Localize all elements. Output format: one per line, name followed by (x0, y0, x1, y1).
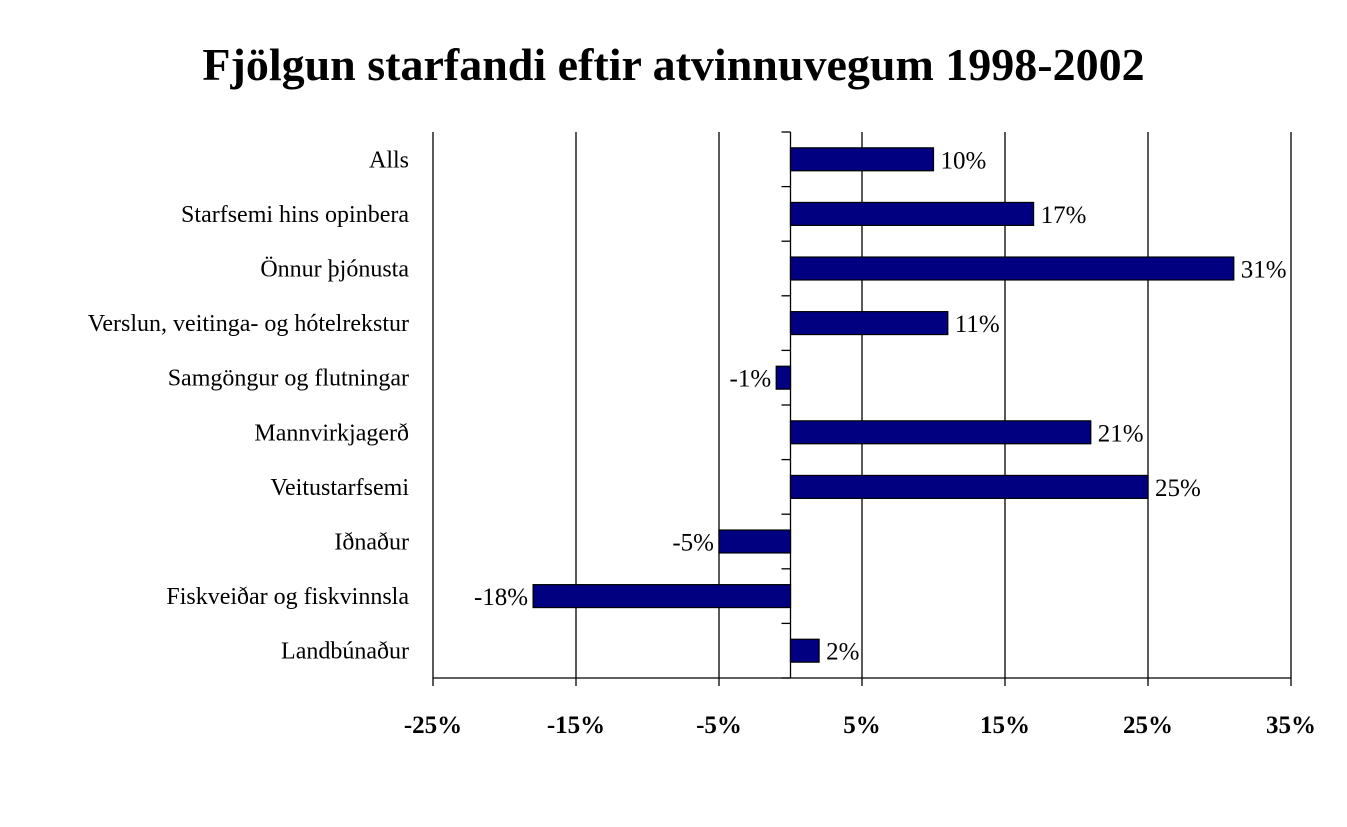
bar (789, 311, 949, 336)
category-label: Önnur þjónusta (260, 257, 409, 283)
bar (789, 147, 935, 172)
data-label: -18% (474, 584, 528, 611)
category-label: Alls (369, 147, 409, 173)
x-tick-label: 25% (1123, 712, 1173, 739)
bar (789, 638, 820, 663)
data-label: 11% (955, 311, 1000, 338)
bar (532, 584, 792, 609)
data-label: 25% (1155, 475, 1201, 502)
category-label: Landbúnaður (281, 639, 409, 665)
bar (789, 201, 1035, 226)
x-tick-label: 35% (1266, 712, 1316, 739)
bar (775, 365, 792, 390)
x-tick-label: 5% (843, 712, 881, 739)
category-label: Iðnaður (334, 530, 409, 556)
category-label: Veitustarfsemi (270, 475, 409, 501)
x-tick-label: -25% (404, 712, 462, 739)
data-label: 2% (826, 639, 859, 666)
bar (789, 474, 1149, 499)
data-label: 17% (1041, 202, 1087, 229)
category-label: Starfsemi hins opinbera (181, 202, 409, 228)
category-label: Samgöngur og flutningar (168, 366, 409, 392)
chart-title: Fjölgun starfandi eftir atvinnuvegum 199… (202, 39, 1145, 90)
data-label: 10% (941, 147, 987, 174)
category-label: Mannvirkjagerð (254, 420, 409, 446)
bar (789, 420, 1092, 445)
bar (789, 256, 1235, 281)
x-tick-label: -5% (696, 712, 742, 739)
data-label: 21% (1098, 420, 1144, 447)
data-label: -5% (672, 530, 714, 557)
bar (718, 529, 792, 554)
x-tick-label: -15% (547, 712, 605, 739)
data-label: 31% (1241, 257, 1287, 284)
data-label: -1% (730, 366, 772, 393)
category-label: Fiskveiðar og fiskvinnsla (166, 584, 409, 610)
x-tick-label: 15% (980, 712, 1030, 739)
category-label: Verslun, veitinga- og hótelrekstur (88, 311, 409, 337)
